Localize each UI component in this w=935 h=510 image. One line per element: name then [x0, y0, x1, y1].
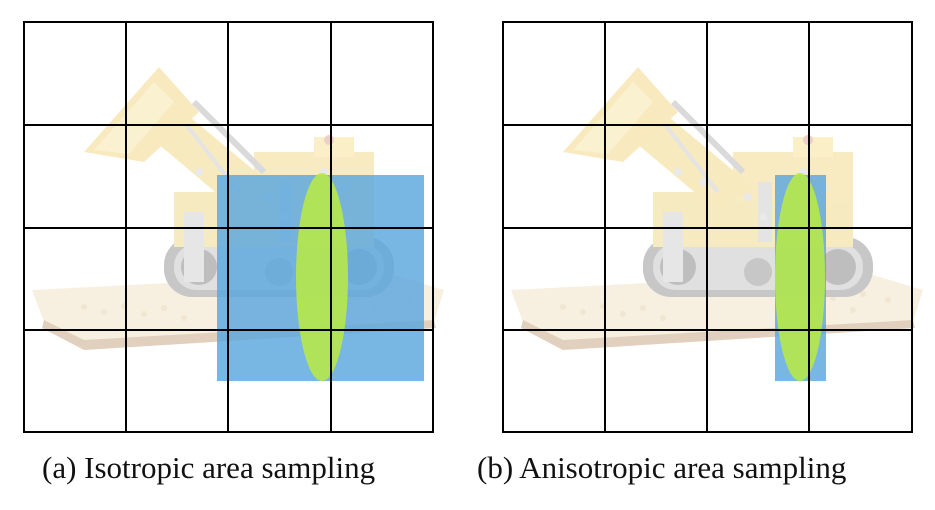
grid-b	[502, 21, 913, 433]
caption-anisotropic: (b) Anisotropic area sampling	[477, 450, 847, 485]
panel-b	[502, 21, 923, 433]
footprint-ellipse	[296, 173, 348, 381]
excavator-image	[511, 67, 923, 350]
footprint-ellipse	[775, 173, 825, 381]
grid-a	[23, 21, 434, 433]
panel-a	[23, 21, 444, 433]
caption-isotropic: (a) Isotropic area sampling	[42, 450, 376, 485]
